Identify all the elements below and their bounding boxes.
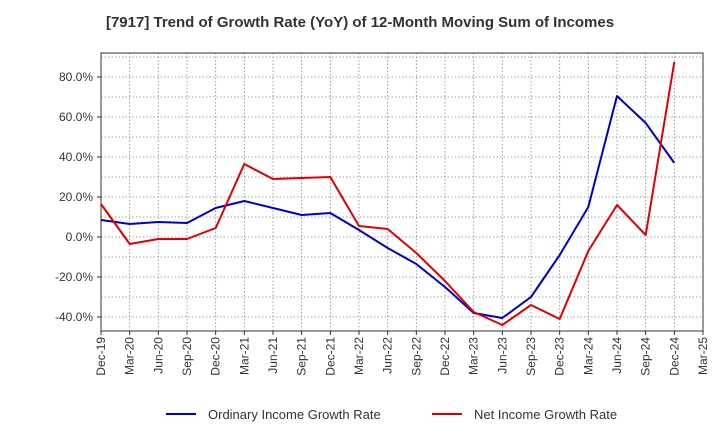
legend-label-2: Net Income Growth Rate — [474, 407, 617, 422]
y-tick-label: -40.0% — [55, 310, 93, 324]
x-tick-label: Sep-22 — [409, 337, 423, 376]
y-tick-label: 0.0% — [66, 230, 94, 244]
x-tick-label: Dec-24 — [667, 337, 681, 376]
x-tick-label: Sep-20 — [180, 337, 194, 376]
x-tick-label: Sep-24 — [639, 337, 653, 376]
plot-area — [101, 53, 703, 331]
y-tick-label: 60.0% — [59, 110, 93, 124]
y-tick-label: 80.0% — [59, 70, 93, 84]
x-tick-label: Mar-22 — [352, 337, 366, 375]
series-line-2 — [100, 61, 676, 326]
x-tick-label: Dec-19 — [94, 337, 108, 376]
x-tick-label: Jun-23 — [495, 337, 509, 374]
y-tick-label: -20.0% — [55, 270, 93, 284]
x-tick-label: Dec-21 — [323, 337, 337, 376]
x-tick-label: Mar-20 — [123, 337, 137, 375]
x-tick-label: Mar-23 — [467, 337, 481, 375]
x-tick-label: Dec-22 — [438, 337, 452, 376]
legend-label-1: Ordinary Income Growth Rate — [208, 407, 381, 422]
chart-title: [7917] Trend of Growth Rate (YoY) of 12-… — [105, 14, 615, 31]
x-tick-label: Jun-20 — [151, 337, 165, 374]
x-tick-label: Dec-20 — [209, 337, 223, 376]
x-tick-label: Sep-21 — [295, 337, 309, 376]
x-tick-label: Jun-22 — [381, 337, 395, 374]
x-tick-label: Jun-24 — [610, 337, 624, 374]
series-line-1 — [100, 95, 676, 319]
y-tick-label: 20.0% — [59, 190, 93, 204]
x-tick-label: Mar-24 — [581, 337, 595, 375]
x-tick-label: Jun-21 — [266, 337, 280, 374]
x-tick-label: Mar-21 — [237, 337, 251, 375]
plot-border — [100, 52, 704, 332]
x-tick-label: Mar-25 — [696, 337, 710, 375]
x-tick-label: Dec-23 — [553, 337, 567, 376]
y-tick-label: 40.0% — [59, 150, 93, 164]
x-tick-label: Sep-23 — [524, 337, 538, 376]
